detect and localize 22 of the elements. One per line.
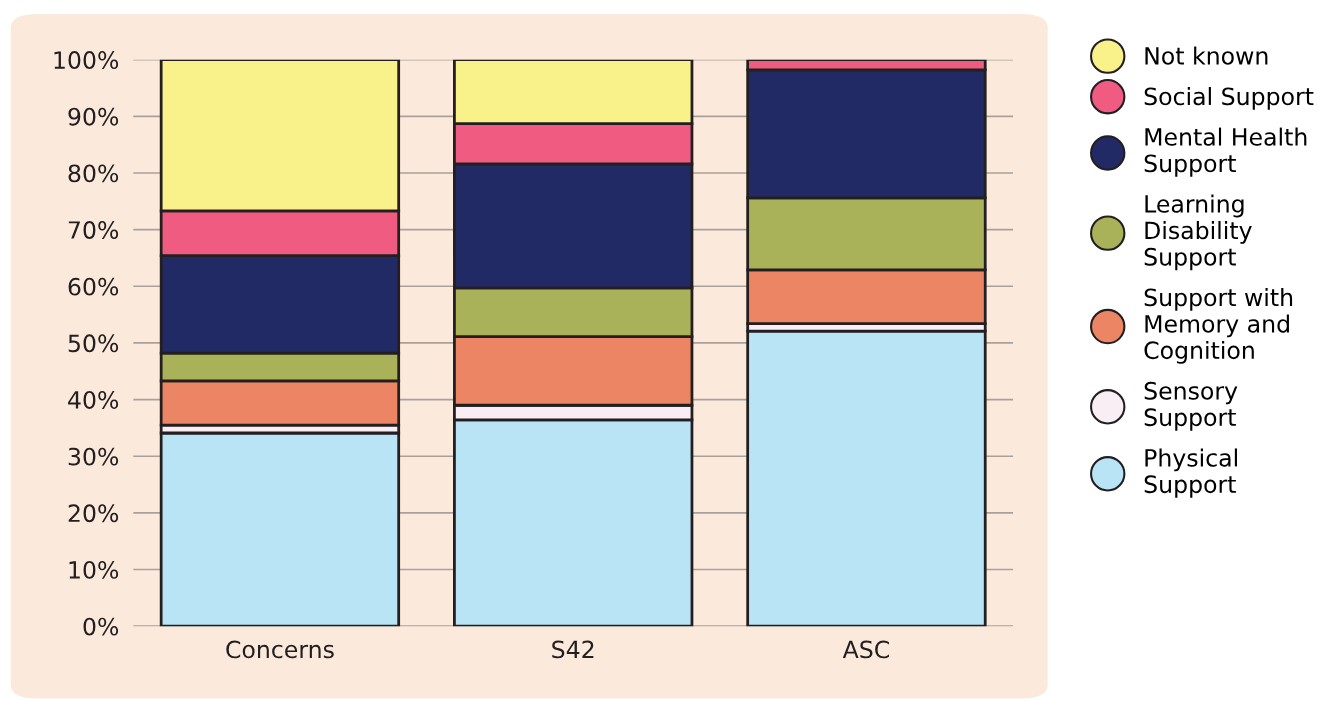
legend-label: Social Support <box>1144 87 1314 110</box>
bar <box>746 329 987 627</box>
legend-label: Learning Disability Support <box>1144 194 1252 271</box>
x-tick-label: ASC <box>842 640 889 659</box>
y-tick-label: 70% <box>68 221 119 239</box>
legend-label: Physical Support <box>1144 448 1237 498</box>
x-tick-label: S42 <box>552 640 594 659</box>
legend-label: Support with Memory and Cognition <box>1144 288 1293 364</box>
y-tick-label: 40% <box>68 391 119 409</box>
y-tick-label: 20% <box>68 504 119 523</box>
x-tick-label: Concerns <box>226 640 334 659</box>
legend-label: Sensory Support <box>1144 381 1238 431</box>
y-tick-label: 10% <box>69 560 119 579</box>
y-tick-label: 60% <box>68 277 119 296</box>
y-tick-label: 100% <box>54 51 119 69</box>
legend-label: Mental Health Support <box>1144 127 1307 177</box>
legend-label: Not known <box>1145 46 1268 65</box>
y-tick-label: 30% <box>68 447 119 466</box>
y-tick-label: 80% <box>68 164 119 183</box>
y-tick-label: 90% <box>68 107 119 126</box>
y-tick-label: 0% <box>83 617 119 636</box>
y-tick-label: 50% <box>68 334 119 353</box>
